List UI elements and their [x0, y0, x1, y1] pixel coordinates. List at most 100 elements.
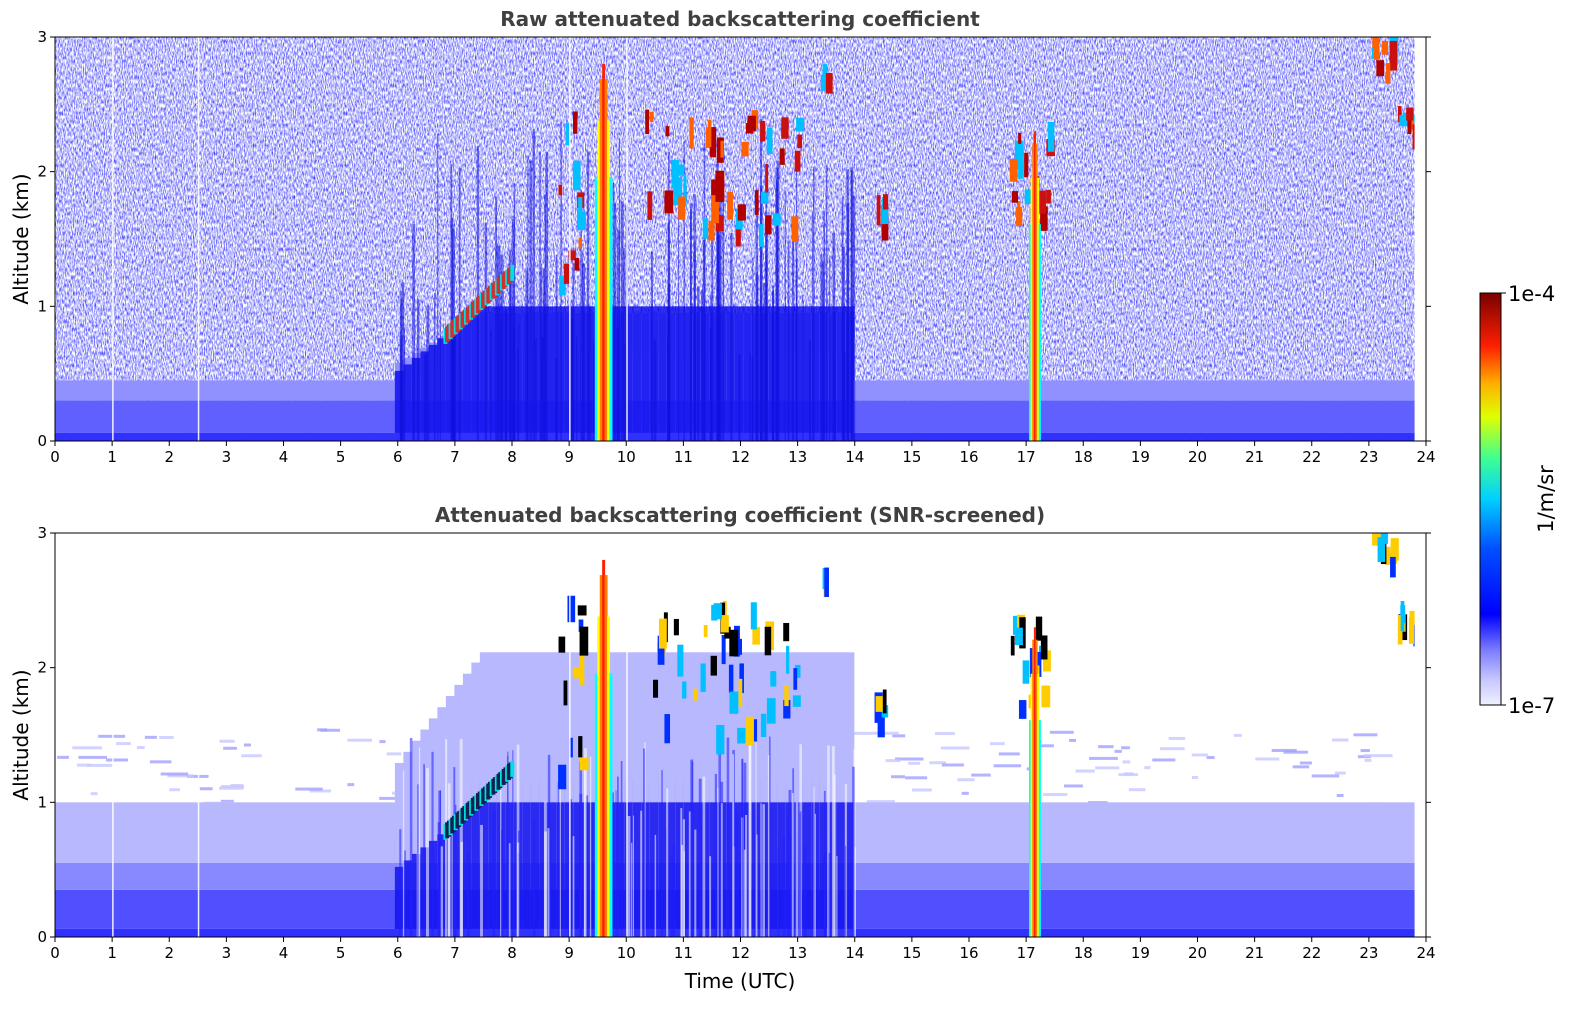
boundary-layer-cell	[97, 928, 107, 937]
boundary-layer-cell	[1287, 400, 1297, 433]
boundary-layer-cell	[1168, 862, 1178, 890]
boundary-layer-cell	[55, 380, 65, 401]
boundary-layer-cell	[913, 802, 923, 863]
x-axis: 0 1 2 3 4 5 6 7 8 9 10 11 12 13 14 15 16 17 18 19 20 21 22 23 24	[50, 937, 1436, 962]
precipitation-column-strip	[602, 63, 606, 441]
boundary-layer-cell	[224, 928, 235, 937]
streak	[795, 802, 799, 937]
streak	[791, 221, 795, 441]
x-tick-label: 24	[1416, 448, 1435, 466]
streak	[500, 322, 502, 441]
mixed-layer-cell	[437, 338, 447, 433]
streak	[755, 737, 757, 937]
boundary-layer-cell	[921, 928, 931, 937]
mixed-layer-cell	[522, 802, 532, 929]
boundary-layer-cell	[1057, 802, 1067, 863]
x-tick-label: 22	[1302, 944, 1321, 962]
boundary-layer-cell	[165, 889, 175, 929]
colorbar-max-label: 1e-4	[1508, 282, 1555, 306]
boundary-layer-cell	[1117, 802, 1127, 863]
y-tick-label: 1	[37, 793, 47, 811]
boundary-layer-cell	[267, 889, 277, 929]
cloud-cell	[1376, 60, 1385, 77]
streak	[423, 353, 427, 441]
precipitation-column-strip	[594, 177, 598, 441]
cloud-cell	[563, 263, 570, 284]
aerosol-wisp	[144, 735, 157, 739]
boundary-layer-cell	[1346, 432, 1356, 441]
boundary-layer-cell	[148, 889, 158, 929]
streak	[670, 854, 673, 937]
streak	[516, 842, 520, 937]
x-tick-label: 18	[1074, 944, 1093, 962]
boundary-layer-cell	[292, 862, 303, 890]
boundary-layer-cell	[904, 380, 914, 401]
streak	[532, 819, 536, 937]
aerosol-wisp	[1063, 784, 1083, 788]
streak	[559, 767, 561, 937]
boundary-layer-cell	[275, 889, 286, 929]
streak	[823, 790, 826, 937]
boundary-layer-cell	[1380, 889, 1390, 929]
mixed-layer-cell	[530, 802, 540, 929]
streak	[631, 842, 633, 937]
cloud-cell	[559, 275, 566, 296]
boundary-layer-cell	[1389, 802, 1399, 863]
boundary-layer-cell	[955, 380, 965, 401]
cloud-cell	[1389, 40, 1398, 71]
precipitation-column-strip	[607, 120, 611, 441]
boundary-layer-cell	[947, 889, 957, 929]
x-tick-label: 9	[564, 448, 574, 466]
boundary-layer-cell	[1066, 889, 1076, 929]
boundary-layer-cell	[1389, 862, 1399, 890]
boundary-layer-cell	[1270, 432, 1280, 441]
aerosol-wisp	[76, 763, 92, 767]
boundary-layer-cell	[318, 380, 328, 401]
boundary-layer-cell	[318, 802, 328, 863]
streak	[617, 776, 619, 937]
boundary-layer-cell	[165, 802, 175, 863]
aerosol-wisp	[1334, 771, 1346, 775]
boundary-layer-cell	[675, 652, 685, 863]
boundary-layer-cell	[437, 707, 447, 863]
streak	[842, 246, 845, 441]
streak	[788, 789, 792, 937]
mixed-layer-cell	[624, 306, 634, 433]
streak	[454, 804, 457, 937]
boundary-layer-cell	[964, 928, 974, 937]
boundary-layer-cell	[615, 652, 625, 863]
cloud-cell	[786, 645, 790, 674]
boundary-layer-cell	[1219, 432, 1229, 441]
boundary-layer-cell	[182, 432, 192, 441]
cloud-cell	[793, 668, 798, 690]
boundary-layer-cell	[1363, 432, 1373, 441]
boundary-layer-cell	[1210, 889, 1220, 929]
mixed-layer-cell	[666, 306, 676, 433]
boundary-layer-cell	[233, 432, 243, 441]
boundary-layer-cell	[955, 862, 965, 890]
precipitation-column-strip	[599, 79, 603, 441]
boundary-layer-cell	[1057, 928, 1067, 937]
boundary-layer-cell	[55, 862, 65, 890]
boundary-layer-cell	[930, 862, 940, 890]
mixed-layer-cell	[479, 306, 489, 433]
streak	[540, 267, 543, 441]
boundary-layer-cell	[930, 889, 940, 929]
boundary-layer-cell	[955, 928, 965, 937]
boundary-layer-cell	[1270, 400, 1280, 433]
boundary-layer-cell	[1406, 400, 1416, 433]
data-gap	[626, 533, 628, 937]
cloud-cell	[1018, 132, 1022, 144]
boundary-layer-cell	[1125, 400, 1135, 433]
cloud-cell	[1390, 556, 1396, 578]
streak	[682, 819, 686, 937]
streak	[784, 190, 786, 441]
boundary-layer-cell	[1074, 802, 1084, 863]
boundary-layer-cell	[726, 652, 736, 863]
boundary-layer-cell	[1363, 802, 1373, 863]
x-axis: 0 1 2 3 4 5 6 7 8 9 10 11 12 13 14 15 16 17 18 19 20 21 22 23 24	[50, 441, 1436, 466]
y-axis: 0 1 2 3	[37, 28, 1431, 450]
boundary-layer-cell	[1380, 928, 1390, 937]
boundary-layer-cell	[1304, 862, 1314, 890]
streak	[681, 844, 684, 937]
